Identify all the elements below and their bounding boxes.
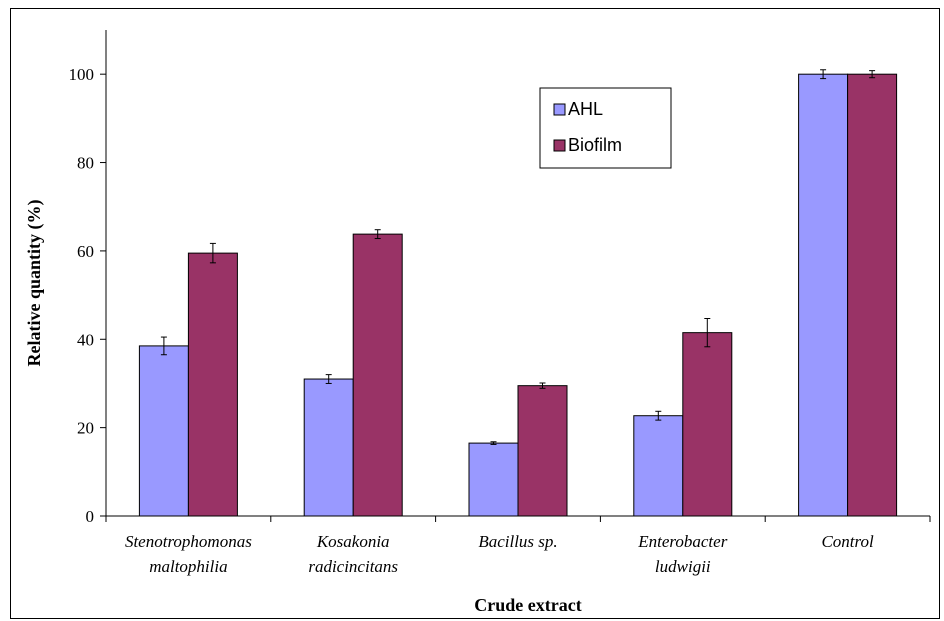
legend: AHL Biofilm (539, 87, 672, 169)
y-tick-label: 60 (77, 242, 94, 261)
bars (138, 73, 898, 517)
bar-ahl (468, 442, 519, 517)
x-category-label: radicincitans (308, 557, 398, 576)
y-axis-title: Relative quantity (%) (24, 200, 45, 367)
legend-label-ahl: AHL (568, 99, 603, 119)
y-tick-label: 0 (86, 507, 95, 526)
legend-swatch-ahl (553, 103, 566, 116)
x-category-label: Enterobacter (637, 532, 727, 551)
bar-biofilm (187, 252, 238, 517)
legend-swatch-biofilm (553, 139, 566, 152)
bar-ahl (798, 73, 849, 517)
x-axis-title: Crude extract (474, 595, 581, 615)
legend-label-biofilm: Biofilm (568, 135, 622, 155)
chart-frame (10, 8, 940, 619)
bar-ahl (633, 415, 684, 517)
x-category-label: Control (821, 532, 874, 551)
x-category-label: Stenotrophomonas (125, 532, 252, 551)
error-bars (160, 69, 876, 445)
y-ticks: 0 20 40 60 80 100 (69, 65, 106, 526)
y-tick-label: 20 (77, 419, 94, 438)
x-category-label: Kosakonia (316, 532, 390, 551)
bar-ahl (138, 345, 189, 517)
x-category-label: maltophilia (149, 557, 227, 576)
bar-biofilm (847, 73, 898, 517)
x-category-labels: Stenotrophomonas maltophilia Kosakonia radi… (125, 532, 874, 576)
y-tick-label: 100 (69, 65, 95, 84)
bar-biofilm (352, 233, 403, 517)
bar-biofilm (682, 332, 733, 517)
x-category-label: ludwigii (655, 557, 711, 576)
bar-ahl (303, 378, 354, 517)
x-category-label: Bacillus sp. (478, 532, 557, 551)
legend-box (539, 87, 672, 169)
y-tick-label: 40 (77, 330, 94, 349)
bar-biofilm (517, 385, 568, 517)
y-tick-label: 80 (77, 154, 94, 173)
